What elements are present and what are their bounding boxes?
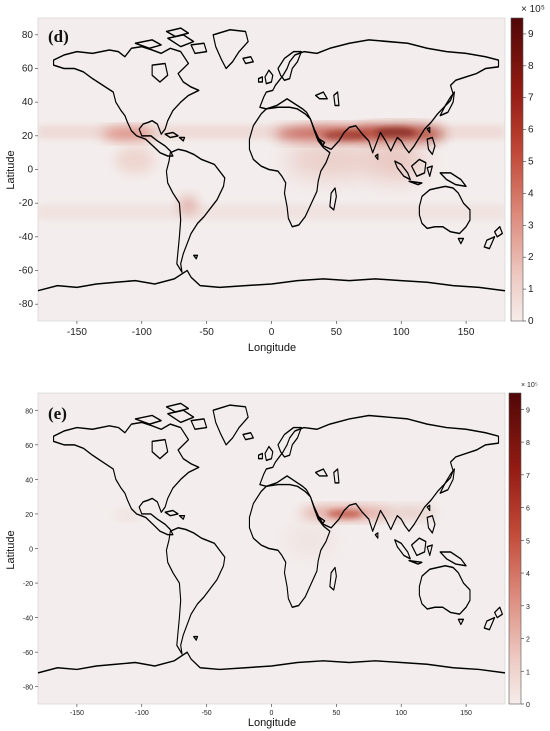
x-tick-label: 100 — [395, 710, 407, 717]
y-tick-label: 80 — [25, 408, 33, 415]
y-tick-label: 80 — [22, 30, 34, 41]
colorbar-tick-label: 4 — [526, 571, 530, 578]
panel-label-e: (e) — [48, 404, 67, 423]
colorbar-tick-label: 3 — [528, 220, 534, 231]
colorbar-exponent-e: × 10⁵ — [521, 382, 538, 389]
y-tick-label: 60 — [22, 64, 34, 75]
panel-e: (e) -150 -100 -50 0 50 100 150 806040200-20-40… — [5, 382, 538, 729]
colorbar-tick-label: 2 — [528, 252, 534, 263]
y-axis-label-e: Latitude — [5, 530, 17, 569]
colorbar-tick-label: 4 — [528, 188, 534, 199]
x-axis-label-d: Longitude — [248, 342, 296, 354]
x-tick-label: -150 — [70, 710, 84, 717]
colorbar-exponent-d: × 10⁵ — [521, 4, 545, 15]
y-tick-label: 20 — [25, 512, 33, 519]
y-tick-label: -60 — [19, 266, 34, 277]
y-tick-label: -60 — [23, 650, 33, 657]
x-tick-label: 0 — [270, 710, 274, 717]
x-tick-label: -150 — [67, 327, 87, 338]
x-axis-label-e: Longitude — [248, 717, 296, 729]
colorbar-tick-label: 6 — [528, 125, 534, 136]
colorbar-tick-label: 9 — [528, 29, 534, 40]
colorbar-ticks-e: 9 8 7 6 5 4 3 2 1 0 — [521, 407, 530, 709]
x-tick-label: -100 — [135, 710, 149, 717]
y-axis-label-d: Latitude — [5, 150, 17, 189]
y-tick-label: -20 — [23, 581, 33, 588]
x-tick-label: -100 — [132, 327, 152, 338]
y-tick-label: 40 — [25, 477, 33, 484]
colorbar-tick-label: 0 — [526, 702, 530, 709]
colorbar-d — [510, 17, 524, 322]
x-tick-label: 150 — [460, 710, 472, 717]
x-ticks-e: -150 -100 -50 0 50 100 150 — [70, 704, 472, 717]
y-tick-label: -80 — [19, 299, 34, 310]
colorbar-tick-label: 0 — [528, 316, 534, 327]
colorbar-tick-label: 8 — [526, 440, 530, 447]
x-ticks-d: -150 -100 -50 0 50 100 150 — [67, 321, 475, 338]
colorbar-e — [508, 392, 522, 705]
colorbar-tick-label: 5 — [528, 157, 534, 168]
x-tick-label: 0 — [269, 327, 275, 338]
y-tick-label: 20 — [22, 131, 34, 142]
x-tick-label: 150 — [458, 327, 475, 338]
y-tick-label: 40 — [22, 97, 34, 108]
x-tick-label: 50 — [332, 710, 340, 717]
colorbar-tick-label: 6 — [526, 506, 530, 513]
colorbar-tick-label: 1 — [528, 284, 534, 295]
y-tick-label: -40 — [19, 232, 34, 243]
x-tick-label: 100 — [393, 327, 410, 338]
panel-d: (d) -150 -100 -50 0 50 100 150 806040200-20-40… — [5, 4, 545, 354]
y-ticks-d: 80 60 40 20 0 -20 -40 -60 -80 — [19, 30, 38, 310]
colorbar-tick-label: 8 — [528, 61, 534, 72]
colorbar-ticks-d: 9 8 7 6 5 4 3 2 1 0 — [523, 29, 534, 327]
y-tick-label: 0 — [29, 547, 33, 554]
heat-layer-d — [38, 125, 505, 220]
colorbar-tick-label: 9 — [526, 407, 530, 414]
y-ticks-e: 80 60 40 20 0 -20 -40 -60 -80 — [23, 408, 38, 692]
colorbar-tick-label: 3 — [526, 604, 530, 611]
panel-label-d: (d) — [48, 27, 69, 46]
colorbar-tick-label: 7 — [526, 473, 530, 480]
colorbar-tick-label: 2 — [526, 637, 530, 644]
y-tick-label: 0 — [27, 165, 33, 176]
y-tick-label: -80 — [23, 685, 33, 692]
colorbar-tick-label: 5 — [526, 538, 530, 545]
x-tick-label: 50 — [331, 327, 343, 338]
y-tick-label: -20 — [19, 198, 34, 209]
y-tick-label: 60 — [25, 443, 33, 450]
x-tick-label: -50 — [199, 327, 214, 338]
y-tick-label: -40 — [23, 616, 33, 623]
colorbar-tick-label: 7 — [528, 93, 534, 104]
colorbar-tick-label: 1 — [526, 669, 530, 676]
x-tick-label: -50 — [202, 710, 212, 717]
